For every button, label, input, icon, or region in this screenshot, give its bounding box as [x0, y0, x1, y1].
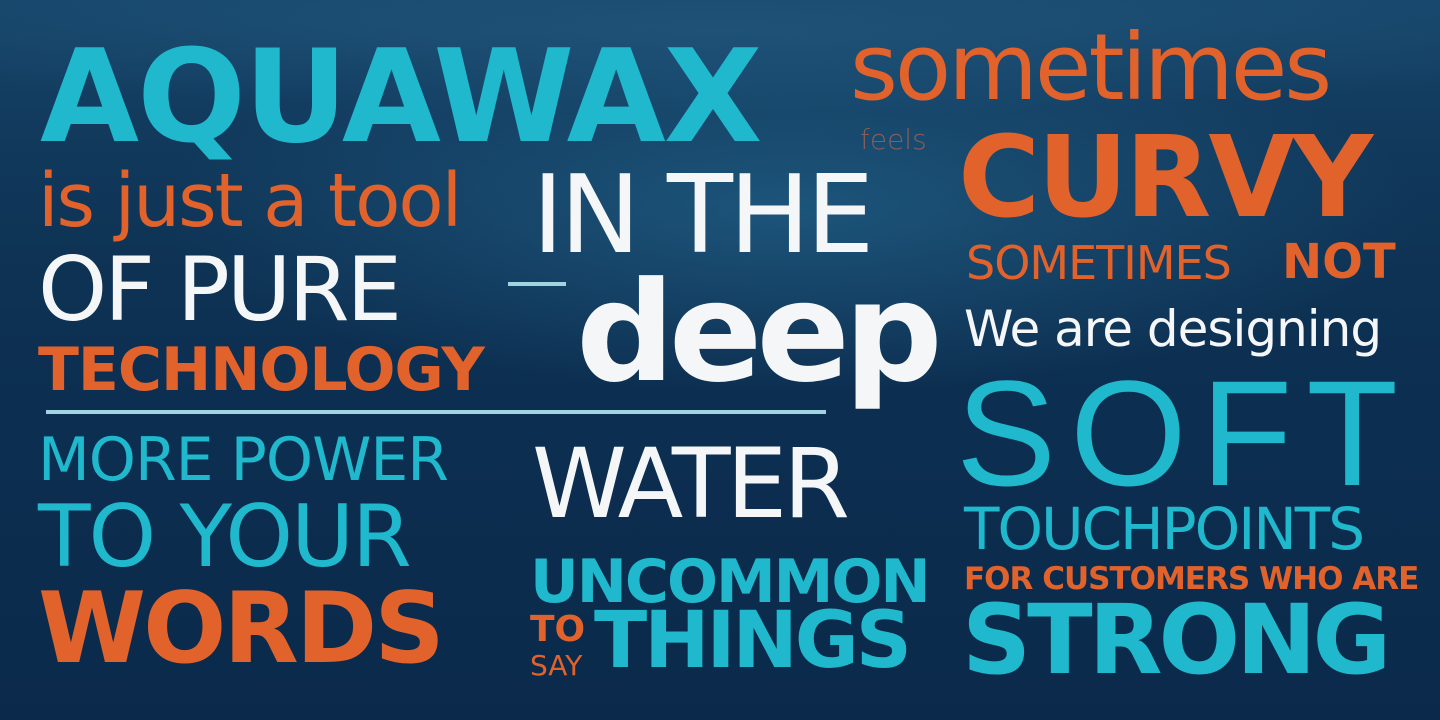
word-soft: SOFT — [956, 349, 1412, 517]
word-water: WATER — [532, 428, 850, 540]
word-words: WORDS — [38, 572, 445, 686]
divider-rule — [46, 410, 826, 414]
word-curvy: CURVY — [958, 113, 1373, 243]
word-we-are-designing: We are designing — [964, 300, 1382, 358]
word-deep: deep — [576, 252, 943, 413]
word-of-pure: OF PURE — [38, 238, 402, 341]
word-in-the: IN THE — [532, 153, 874, 278]
word-say: SAY — [530, 649, 583, 682]
word-for-customers: FOR CUSTOMERS WHO ARE — [964, 561, 1419, 597]
word-things: THINGS — [594, 596, 912, 686]
word-technology: TECHNOLOGY — [38, 335, 485, 405]
word-is-just-a-tool: is just a tool — [38, 158, 462, 244]
word-sometimes-lower: sometimes — [850, 14, 1332, 121]
word-not: NOT — [1282, 234, 1396, 290]
word-strong: STRONG — [962, 584, 1391, 696]
word-touchpoints: TOUCHPOINTS — [964, 495, 1365, 563]
word-feels: feels — [860, 123, 927, 156]
word-sometimes-upper: SOMETIMES — [966, 236, 1232, 290]
word-to-your: TO YOUR — [38, 487, 412, 587]
word-aquawax: AQUAWAX — [40, 23, 762, 172]
dash-of-pure — [508, 282, 566, 286]
word-uncommon: UNCOMMON — [530, 547, 931, 617]
word-to: TO — [530, 609, 586, 650]
word-more-power: MORE POWER — [38, 425, 449, 495]
